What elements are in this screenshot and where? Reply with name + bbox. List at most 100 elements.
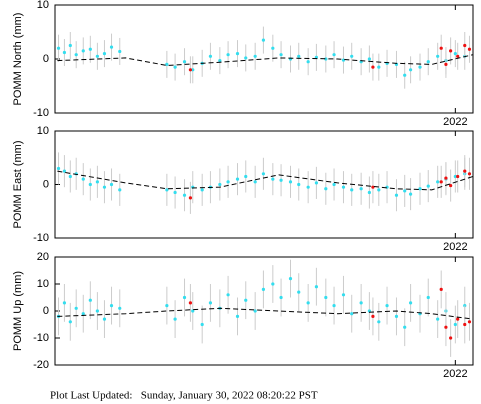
model-line <box>57 170 474 191</box>
data-point <box>118 188 122 192</box>
data-point <box>200 188 204 192</box>
y-tick-label: -10 <box>33 332 49 344</box>
data-point <box>444 176 448 180</box>
data-point <box>324 57 328 61</box>
data-point <box>394 314 399 318</box>
data-point <box>288 180 293 184</box>
data-point <box>426 60 430 64</box>
data-point <box>88 182 92 187</box>
data-point <box>463 322 467 327</box>
data-point <box>463 43 467 48</box>
data-point <box>449 49 453 53</box>
data-point <box>449 336 453 340</box>
data-point <box>297 290 301 294</box>
data-point <box>182 295 187 300</box>
data-point <box>279 295 283 300</box>
data-point <box>306 60 310 64</box>
data-point <box>456 317 460 321</box>
data-point <box>244 174 248 179</box>
data-point <box>332 53 336 57</box>
data-point <box>88 47 92 51</box>
data-point <box>261 172 266 176</box>
data-point <box>81 312 85 316</box>
data-point <box>191 68 195 72</box>
y-axis-label: POMM East (mm) <box>12 141 24 229</box>
data-point <box>95 180 99 184</box>
data-point <box>182 60 187 64</box>
data-point <box>453 322 457 327</box>
data-point <box>81 177 85 181</box>
data-point <box>74 53 78 57</box>
data-point <box>403 189 407 193</box>
data-point <box>165 304 169 308</box>
data-point <box>191 309 195 313</box>
data-point <box>426 184 430 188</box>
data-point <box>109 45 114 49</box>
data-point <box>341 58 346 62</box>
y-tick-label: 0 <box>43 178 49 190</box>
data-point <box>332 304 336 308</box>
data-point <box>95 54 99 58</box>
data-point <box>436 54 440 58</box>
data-point <box>226 180 230 184</box>
data-point <box>367 57 371 61</box>
y-tick-label: 10 <box>37 278 49 290</box>
y-tick-label: -10 <box>33 107 49 119</box>
y-tick-label: 10 <box>37 125 49 137</box>
y-tick-label: -10 <box>33 232 49 244</box>
data-point <box>62 169 67 173</box>
y-axis-label: POMM North (mm) <box>12 13 24 106</box>
data-point <box>279 178 283 182</box>
data-point <box>306 185 310 189</box>
data-point <box>453 174 457 179</box>
data-point <box>56 166 61 171</box>
data-point <box>385 185 389 189</box>
data-point <box>102 185 107 189</box>
data-point <box>74 306 78 310</box>
data-point <box>297 54 301 58</box>
y-axis-label: POMM Up (mm) <box>12 271 24 351</box>
data-point <box>359 301 363 305</box>
data-point <box>408 301 413 305</box>
data-point <box>297 182 301 187</box>
data-point <box>165 188 169 192</box>
data-point <box>244 56 248 60</box>
data-point <box>279 53 283 57</box>
data-point <box>314 285 318 289</box>
data-point <box>371 65 375 69</box>
data-point <box>173 317 177 321</box>
data-point <box>235 52 240 56</box>
data-point <box>371 314 375 318</box>
data-point <box>403 73 407 77</box>
data-point <box>467 172 472 176</box>
data-point <box>226 53 230 57</box>
data-point <box>88 298 92 302</box>
data-point <box>235 177 240 181</box>
data-point <box>109 182 114 187</box>
data-point <box>253 54 257 58</box>
data-point <box>341 293 346 297</box>
data-point <box>173 65 177 69</box>
data-point <box>403 325 407 329</box>
data-point <box>436 180 440 184</box>
data-point <box>271 177 275 181</box>
data-point <box>314 181 318 185</box>
data-point <box>118 49 122 54</box>
data-point <box>426 295 430 300</box>
data-point <box>350 312 354 316</box>
model-line <box>57 54 474 66</box>
data-point <box>324 295 328 300</box>
y-tick-label: 0 <box>43 53 49 65</box>
data-point <box>102 317 107 321</box>
data-point <box>62 301 67 305</box>
data-point <box>371 185 375 189</box>
x-tick-label: 2022 <box>443 116 467 128</box>
data-point <box>341 185 346 189</box>
data-point <box>244 298 248 302</box>
footer: Plot Last Updated: Sunday, January 30, 2… <box>50 390 318 402</box>
data-point <box>208 54 213 58</box>
data-point <box>350 54 354 58</box>
data-point <box>261 287 266 291</box>
data-point <box>261 38 266 42</box>
